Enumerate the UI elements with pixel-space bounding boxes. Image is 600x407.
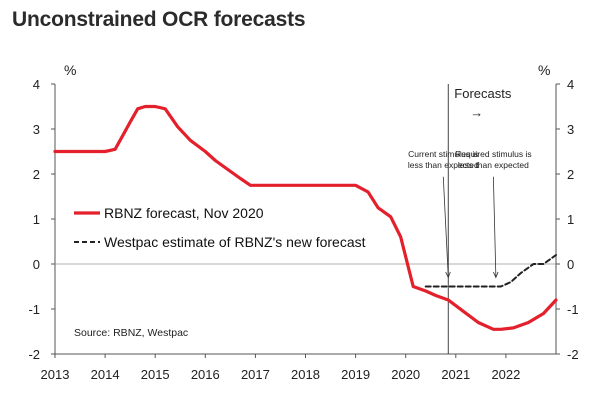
axes: -2 -2 -1 -1 0 0 1 1 2 2 3 3 4 4% % 2013 2014 2015 2016 2017…: [28, 62, 578, 382]
annotation-arrow-1: [492, 176, 497, 278]
y-tick-label-right: -2: [567, 347, 579, 362]
source-note: Source: RBNZ, Westpac: [74, 327, 188, 339]
y-tick-label-right: -1: [567, 302, 579, 317]
y-tick-label-right: 1: [567, 212, 574, 227]
chart-title: Unconstrained OCR forecasts: [12, 8, 306, 31]
x-tick-label: 2022: [491, 367, 520, 382]
annotation-text-1: Required stimulus is: [455, 149, 532, 159]
annotation-arrowhead-1: [493, 271, 499, 279]
y-tick-label-right: 4: [567, 77, 574, 92]
legend-label-1: Westpac estimate of RBNZ's new forecast: [104, 234, 366, 250]
annotation-text-0: less than expected: [408, 160, 479, 170]
series-line-1: [424, 254, 557, 288]
y-unit-left: %: [64, 62, 76, 78]
forecast-label: Forecasts: [454, 86, 512, 101]
y-tick-label-left: 2: [33, 167, 40, 182]
annotation-text-0: Current stimulus is: [408, 149, 478, 159]
x-tick-label: 2014: [91, 367, 120, 382]
forecast-arrow: →: [470, 105, 483, 120]
x-tick-label: 2018: [291, 367, 320, 382]
y-tick-label-left: -1: [28, 302, 40, 317]
annotation-arrowhead-0: [445, 271, 451, 279]
y-tick-label-left: 4: [33, 77, 40, 92]
y-tick-label-left: 3: [33, 122, 40, 137]
x-tick-label: 2017: [241, 367, 270, 382]
y-tick-label-left: 1: [33, 212, 40, 227]
x-tick-label: 2015: [141, 367, 170, 382]
x-tick-label: 2016: [191, 367, 220, 382]
y-tick-label-right: 0: [567, 257, 574, 272]
legend-label-0: RBNZ forecast, Nov 2020: [104, 205, 264, 221]
y-tick-label-right: 2: [567, 167, 574, 182]
x-tick-label: 2020: [391, 367, 420, 382]
annotation-arrow-0: [442, 176, 449, 278]
y-tick-label-left: -2: [28, 347, 40, 362]
x-tick-label: 2013: [41, 367, 70, 382]
series-line-0: [53, 104, 558, 331]
legend: RBNZ forecast, Nov 2020 Westpac estimate …: [74, 205, 366, 339]
x-tick-label: 2021: [441, 367, 470, 382]
y-tick-label-right: 3: [567, 122, 574, 137]
y-unit-right: %: [538, 62, 550, 78]
y-tick-label-left: 0: [33, 257, 40, 272]
annotation-text-1: less than expected: [458, 160, 529, 170]
x-tick-label: 2019: [341, 367, 370, 382]
